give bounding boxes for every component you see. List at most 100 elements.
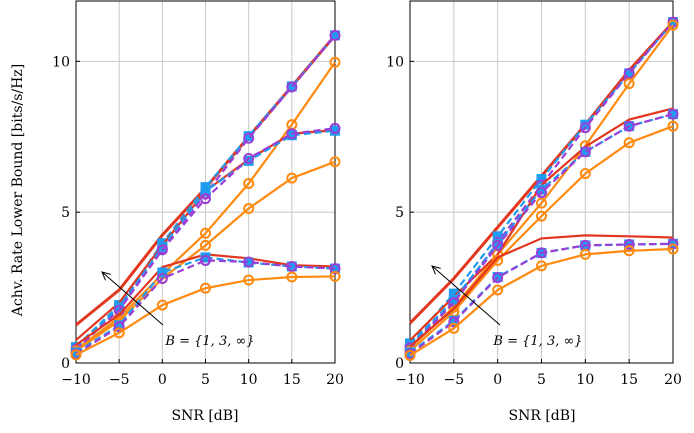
series-line (75, 61, 336, 351)
circle-marker (200, 254, 211, 266)
circle-marker (492, 284, 504, 296)
circle-marker (329, 270, 341, 282)
circle-marker (156, 244, 168, 256)
square-marker (580, 119, 591, 130)
square-marker (157, 267, 168, 278)
square-marker (624, 68, 635, 79)
x-tick-label: 15 (283, 372, 301, 388)
square-marker (243, 131, 254, 142)
circle-marker (623, 120, 635, 132)
x-tick-label: 15 (620, 372, 638, 388)
x-tick-label: 20 (664, 372, 682, 388)
circle-marker (492, 239, 504, 251)
x-tick-label: −10 (61, 372, 91, 388)
circle-marker (156, 299, 168, 311)
circle-marker (623, 78, 635, 90)
circle-marker (286, 128, 298, 140)
circle-marker (243, 203, 255, 215)
square-marker (157, 241, 168, 252)
circle-marker (448, 322, 460, 334)
series-orange-solid-circle (404, 243, 679, 361)
circle-marker (243, 132, 255, 144)
left-x-axis-label: SNR [dB] (171, 408, 238, 424)
circle-marker (536, 260, 547, 272)
circle-marker (286, 260, 298, 272)
circle-marker (243, 152, 255, 164)
series-line (75, 275, 336, 356)
series-line (409, 242, 674, 355)
series-orange-solid-circle (70, 270, 341, 361)
square-marker (405, 347, 415, 358)
circle-marker (667, 108, 679, 120)
y-tick-label: 5 (61, 205, 70, 221)
circle-marker (667, 19, 679, 31)
circle-marker (492, 254, 504, 266)
y-tick-label: 10 (52, 54, 70, 70)
square-marker (668, 109, 678, 120)
series-line (409, 113, 674, 349)
series-red-solid (409, 234, 674, 348)
circle-marker (536, 197, 547, 209)
circle-marker (623, 67, 635, 79)
square-marker (536, 184, 547, 195)
x-tick-label: −5 (109, 372, 130, 388)
left-annotation: B = {1, 3, ∞} (164, 334, 254, 349)
x-tick-label: 10 (576, 372, 594, 388)
circle-marker (329, 122, 341, 134)
circle-marker (329, 263, 341, 275)
circle-marker (623, 137, 635, 149)
square-marker (243, 257, 254, 268)
circle-marker (200, 227, 211, 239)
square-marker (286, 130, 297, 141)
square-marker (286, 261, 297, 272)
x-tick-label: 0 (158, 372, 167, 388)
series-line (409, 234, 674, 348)
square-marker (536, 173, 547, 184)
annotation-arrow (431, 265, 501, 326)
circle-marker (536, 187, 547, 199)
x-tick-label: 20 (326, 372, 344, 388)
circle-marker (286, 271, 298, 283)
series-line (75, 127, 336, 351)
circle-marker (156, 273, 168, 285)
circle-marker (243, 178, 255, 190)
x-tick-label: 5 (201, 372, 210, 388)
x-tick-label: 5 (537, 372, 546, 388)
square-marker (200, 252, 211, 263)
circle-marker (200, 282, 211, 294)
circle-marker (623, 238, 635, 250)
series-line (409, 125, 674, 352)
x-tick-label: 10 (240, 372, 258, 388)
x-tick-label: 0 (493, 372, 502, 388)
circle-marker (492, 272, 504, 284)
square-marker (71, 347, 81, 358)
circle-marker (579, 248, 591, 260)
series-line (75, 259, 336, 355)
x-tick-label: −5 (444, 372, 465, 388)
circle-marker (667, 120, 679, 132)
square-marker (668, 17, 678, 28)
circle-marker (200, 239, 211, 251)
arrow-head-icon (101, 271, 111, 281)
circle-marker (200, 193, 211, 205)
circle-marker (243, 256, 255, 268)
circle-marker (404, 349, 416, 361)
y-tick-label: 5 (395, 205, 404, 221)
y-axis-label: Achv. Rate Lower Bound [bits/s/Hz] (10, 64, 26, 317)
circle-marker (286, 172, 298, 184)
circle-marker (667, 238, 679, 250)
square-marker (580, 146, 591, 157)
series-purple-dashed-circle (404, 108, 679, 354)
square-marker (243, 155, 254, 166)
square-marker (448, 294, 459, 305)
circle-marker (667, 243, 679, 255)
right-annotation: B = {1, 3, ∞} (492, 334, 582, 349)
square-marker (492, 231, 503, 242)
square-marker (200, 186, 211, 197)
circle-marker (329, 156, 341, 168)
circle-marker (70, 349, 82, 361)
square-marker (114, 302, 125, 313)
arrow-head-icon (431, 265, 441, 275)
y-tick-label: 0 (395, 356, 404, 372)
